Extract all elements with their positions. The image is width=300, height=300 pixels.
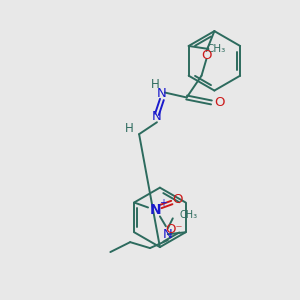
Text: O: O: [214, 96, 225, 109]
Text: O: O: [201, 50, 212, 62]
Text: N: N: [152, 110, 162, 123]
Text: N: N: [157, 87, 167, 100]
Text: CH₃: CH₃: [207, 44, 226, 54]
Text: O⁻: O⁻: [165, 223, 182, 236]
Text: +: +: [159, 199, 167, 208]
Text: H: H: [151, 78, 159, 91]
Text: CH₃: CH₃: [180, 210, 198, 220]
Text: H: H: [125, 122, 134, 135]
Text: O: O: [172, 193, 183, 206]
Text: N: N: [150, 203, 162, 218]
Text: N: N: [163, 228, 173, 241]
